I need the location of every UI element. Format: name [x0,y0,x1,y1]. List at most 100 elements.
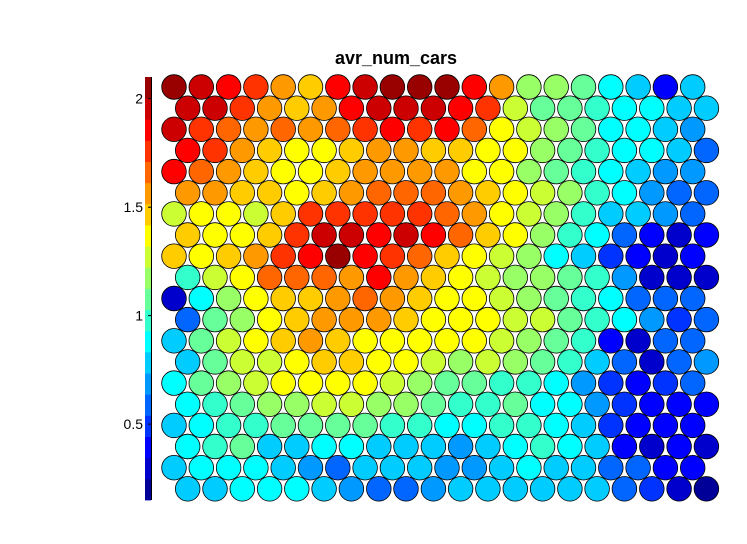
hex-cell [502,476,529,502]
hex-cell [393,349,419,375]
hex-cell [666,95,692,121]
colorbar-segment [145,182,151,205]
hex-cell [161,116,187,143]
hex-cell [379,455,406,481]
hex-cell [666,433,692,460]
hex-cell [434,74,460,100]
hex-cell [215,74,242,100]
hex-cell [447,180,474,206]
hex-cell [366,264,392,291]
hex-cell [338,349,365,375]
hex-cell [161,201,187,227]
hex-cell [611,476,638,502]
hex-cell [434,116,460,143]
hex-cell [529,137,556,164]
hex-cell [325,455,351,481]
hex-cell [666,306,692,333]
hex-cell [598,243,624,269]
hex-cell [543,328,569,354]
hex-cell [393,137,419,164]
hex-cell [161,412,187,439]
hex-cell [215,412,242,439]
hex-cell [639,306,665,333]
hex-cell [680,328,706,354]
hex-cell [352,412,378,439]
hex-cell [311,391,337,418]
hex-cell [161,328,187,354]
hex-cell [325,116,351,143]
hex-cell [598,412,624,439]
hex-cell [584,180,610,206]
hex-cell [379,158,406,185]
hex-cell [447,306,474,333]
hex-cell [338,433,365,460]
hex-cell [270,285,296,312]
hex-cell [434,285,460,312]
hex-cell [352,370,378,396]
hex-cell [352,201,378,227]
hex-cell [325,412,351,439]
hex-cell [243,158,269,185]
colorbar-segment [145,309,151,332]
hex-cell [393,391,419,418]
hex-cell [393,476,419,502]
hex-cell [557,180,583,206]
hex-cell [434,412,460,439]
hex-cell [270,116,296,143]
chart-title: avr_num_cars [335,48,457,68]
hex-cell [174,433,201,460]
hex-cell [393,95,419,121]
hex-cell [475,95,501,121]
hex-cell [270,74,296,100]
hex-cell [625,116,651,143]
hex-cell [693,137,720,164]
hex-cell [598,201,624,227]
hex-cell [570,201,597,227]
hex-cell [215,201,242,227]
hex-cell [529,391,556,418]
hex-cell [502,137,529,164]
hex-cell [639,222,665,248]
hex-cell [666,222,692,248]
hex-cell [352,158,378,185]
hex-cell [529,264,556,291]
hex-cell [543,158,569,185]
hex-cell [475,137,501,164]
hex-cell [461,455,488,481]
hex-cell [639,95,665,121]
hex-cell [188,158,215,185]
hex-cell [393,180,419,206]
hex-cell [611,391,638,418]
hex-cell [652,158,679,185]
hex-cell [611,306,638,333]
hex-cell [174,391,201,418]
hex-cell [570,455,597,481]
colorbar: 0.5 1 1.5 2 [124,77,152,501]
hex-cell [598,455,624,481]
hex-cell [188,412,215,439]
hex-cell [639,180,665,206]
colorbar-segment [145,203,151,226]
hex-cell [652,285,679,312]
hex-cell [639,264,665,291]
hex-cell [229,306,256,333]
hex-cell [284,306,310,333]
hex-cell [174,306,201,333]
hex-cell [311,264,337,291]
hex-cell [420,264,447,291]
hex-cell [611,222,638,248]
hex-cell [338,264,365,291]
hex-cell [516,285,542,312]
hex-cell [557,476,583,502]
hex-cell [502,222,529,248]
hex-cell [407,455,433,481]
hex-cell [311,95,337,121]
hex-cell [639,349,665,375]
hex-cell [243,370,269,396]
hex-cell [161,455,187,481]
hex-cell [584,391,610,418]
hex-cell [202,137,228,164]
hex-cell [502,349,529,375]
